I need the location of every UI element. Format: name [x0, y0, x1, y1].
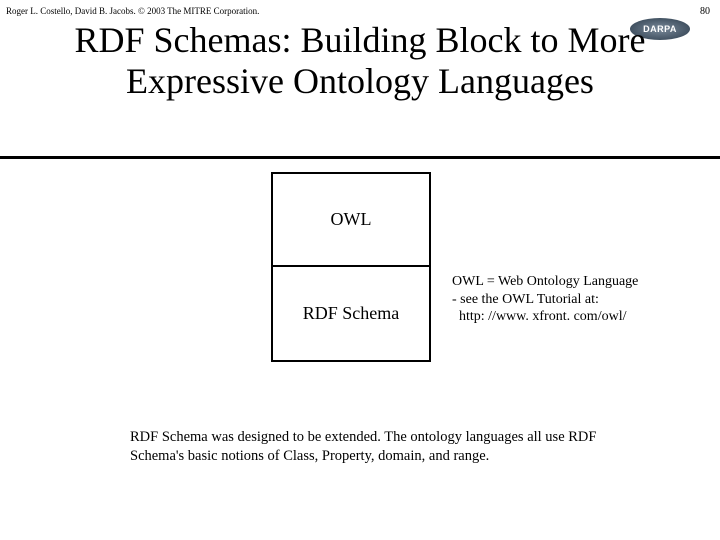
page-title: RDF Schemas: Building Block to More Expr…: [0, 20, 720, 103]
owl-annotation-line2: - see the OWL Tutorial at:: [452, 291, 682, 309]
stack-box-owl: OWL: [271, 172, 431, 267]
stack-box-owl-label: OWL: [331, 209, 372, 230]
title-underline: [0, 156, 720, 159]
stack-box-rdfschema-label: RDF Schema: [303, 303, 400, 324]
ontology-stack: OWL RDF Schema: [271, 172, 431, 362]
attribution-text: Roger L. Costello, David B. Jacobs. © 20…: [6, 6, 259, 16]
owl-annotation-line3: http: //www. xfront. com/owl/: [452, 308, 682, 326]
owl-annotation: OWL = Web Ontology Language - see the OW…: [452, 273, 682, 326]
footer-description: RDF Schema was designed to be extended. …: [130, 428, 650, 466]
stack-box-rdfschema: RDF Schema: [271, 267, 431, 362]
owl-annotation-line1: OWL = Web Ontology Language: [452, 273, 682, 291]
page-number: 80: [700, 6, 710, 17]
